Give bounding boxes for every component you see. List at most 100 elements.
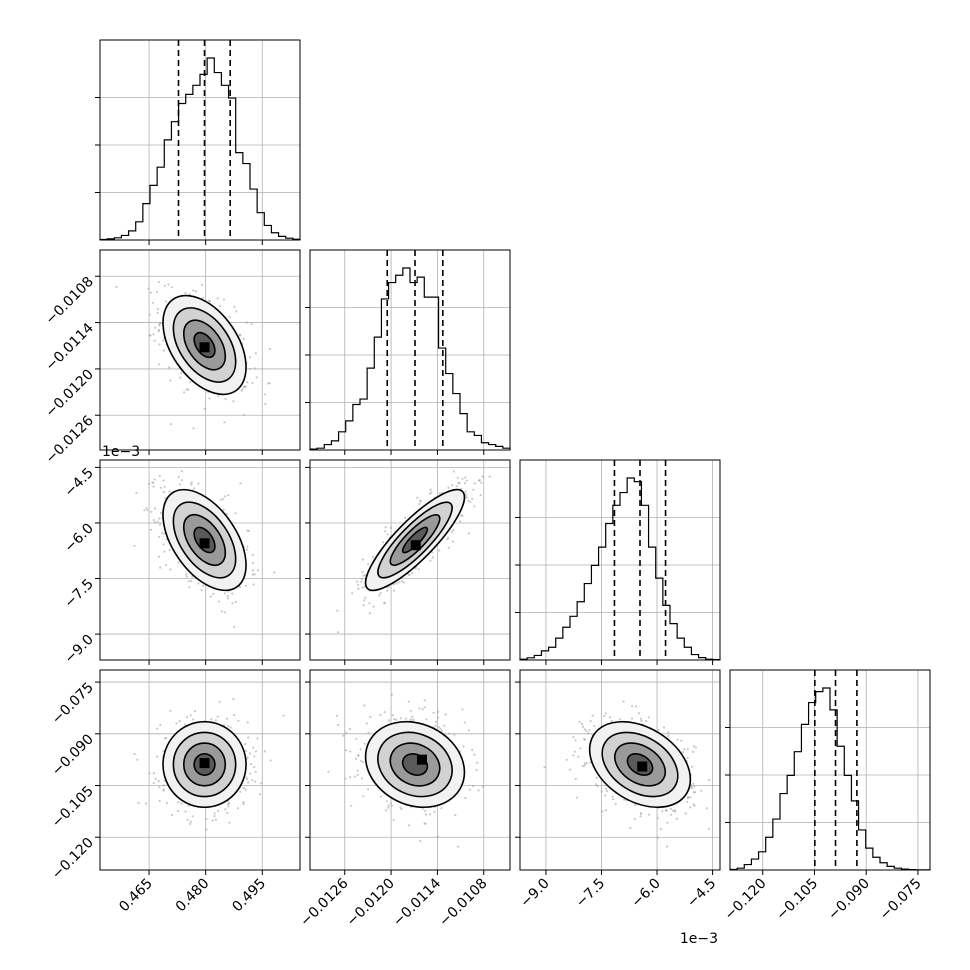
contour-line (364, 488, 466, 592)
scatter-point (350, 804, 353, 807)
scatter-point (622, 700, 625, 703)
y-tick-label: −0.075 (49, 680, 97, 728)
scatter-point (670, 813, 673, 816)
scatter-point (601, 810, 604, 813)
x-tick-label: 0.480 (173, 876, 213, 916)
scatter-point (247, 736, 250, 739)
scatter-point (639, 812, 643, 815)
scatter-point (400, 807, 403, 811)
scatter-point (619, 718, 622, 721)
scatter-point (629, 826, 632, 830)
scatter-point (190, 579, 193, 583)
scatter-point (193, 710, 196, 713)
scatter-point (630, 717, 634, 720)
scatter-point (222, 498, 225, 501)
scatter-point (471, 497, 474, 500)
scatter-point (459, 520, 462, 523)
histogram-step (729, 687, 931, 871)
scatter-point (162, 789, 165, 792)
scatter-point (145, 506, 148, 509)
panel-frame (99, 459, 301, 661)
scatter-point (477, 789, 480, 792)
scatter-point (477, 479, 481, 482)
scatter-point (190, 481, 193, 484)
scatter-point (157, 780, 160, 783)
scatter-point (189, 714, 192, 717)
x-tick-label: −0.0114 (390, 875, 444, 929)
scatter-point (386, 533, 389, 536)
scatter-point (461, 514, 464, 517)
scatter-point (180, 802, 183, 805)
scatter-point (440, 807, 443, 810)
scatter-point (418, 502, 421, 506)
scatter-point (213, 812, 216, 815)
scatter-point (158, 363, 161, 366)
scatter-point (158, 474, 161, 478)
scatter-point (371, 556, 374, 559)
x-tick-label: −0.090 (825, 876, 873, 924)
scatter-point (463, 482, 466, 485)
scatter-point (397, 581, 400, 584)
scatter-point (372, 605, 375, 608)
scatter-point (188, 586, 191, 589)
scatter-point (600, 790, 603, 793)
scatter-point (264, 402, 267, 405)
scatter-point (473, 482, 476, 485)
scatter-point (362, 795, 365, 798)
scatter-point (708, 779, 711, 782)
scatter-point (273, 571, 276, 574)
histogram-step (519, 477, 721, 661)
scatter-point (359, 759, 362, 762)
scatter-point (681, 751, 685, 754)
scatter-point (232, 400, 235, 403)
scatter-point (159, 723, 162, 727)
scatter-point (233, 305, 236, 308)
scatter-point (188, 293, 191, 296)
scatter-point (700, 789, 703, 792)
x-tick-label: −6.0 (629, 876, 664, 911)
scatter-point (356, 773, 359, 776)
scatter-point (180, 372, 183, 375)
scatter-point (239, 790, 242, 793)
scatter-point (633, 804, 637, 807)
scatter-point (245, 776, 248, 779)
y-tick-label: −0.120 (49, 835, 97, 883)
scatter-point (473, 753, 476, 756)
y-tick-label: −0.0114 (43, 320, 97, 374)
scatter-point (464, 797, 467, 800)
scatter-point (263, 393, 267, 396)
scatter-point (379, 713, 382, 717)
scatter-point (253, 573, 256, 576)
scatter-point (156, 290, 159, 294)
scatter-point (364, 574, 367, 577)
x-tick-label: −7.5 (573, 876, 608, 911)
scatter-point (361, 586, 364, 589)
scatter-point (158, 535, 161, 539)
y-offset-label: 1e−3 (102, 444, 140, 460)
scatter-point (163, 550, 166, 553)
scatter-point (429, 559, 432, 563)
scatter-point (222, 508, 225, 511)
scatter-point (472, 785, 475, 788)
scatter-point (365, 722, 368, 725)
scatter-point (409, 718, 412, 721)
scatter-point (673, 809, 676, 812)
scatter-point (168, 366, 171, 369)
scatter-point (671, 809, 675, 813)
scatter-point (158, 517, 161, 520)
scatter-point (603, 714, 606, 718)
scatter-point (175, 722, 178, 725)
scatter-point (227, 494, 230, 497)
scatter-point (344, 777, 347, 780)
scatter-point (667, 731, 670, 734)
scatter-point (453, 733, 456, 736)
scatter-point (404, 717, 407, 720)
scatter-point (543, 766, 546, 769)
scatter-point (452, 470, 456, 473)
scatter-point (368, 612, 371, 615)
scatter-point (193, 487, 196, 490)
contour-line (401, 526, 429, 554)
scatter-point (228, 821, 231, 824)
scatter-point (472, 488, 475, 491)
scatter-point (214, 818, 217, 821)
